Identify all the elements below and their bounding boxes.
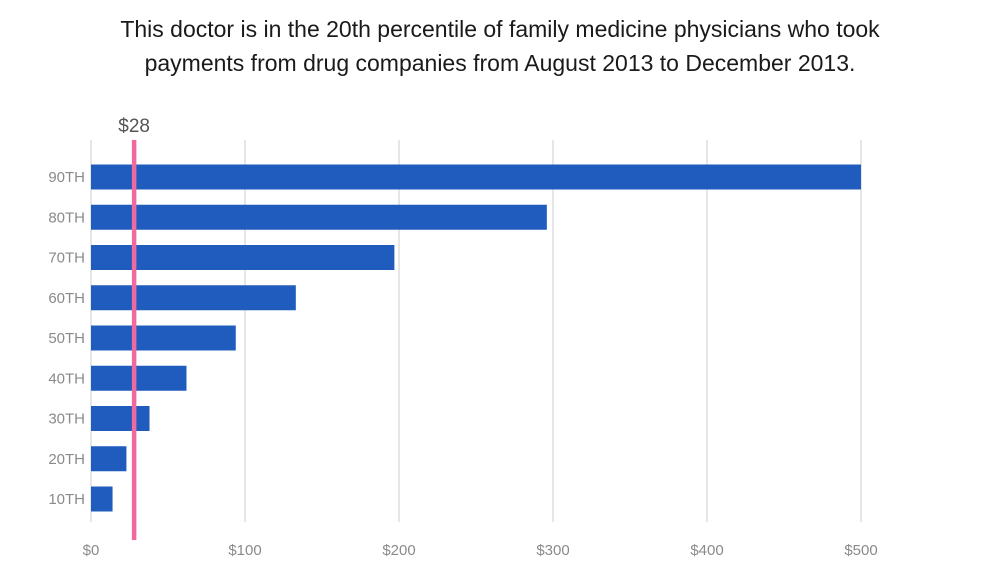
category-label: 10TH [48,491,85,508]
chart-title-line-2: payments from drug companies from August… [144,50,856,76]
marker-label: $28 [118,116,150,137]
marker: $28 [118,116,150,540]
bar [91,365,187,391]
x-axis-tick-labels: $0 $100 $200 $300 $400 $500 [83,542,878,559]
bar [91,406,150,431]
bar [91,164,861,190]
bar [91,325,236,351]
bar [91,486,113,512]
category-label: 50TH [48,330,85,347]
x-tick-label: $200 [382,542,415,559]
bar [91,245,395,270]
category-label: 30TH [48,411,85,428]
category-label: 20TH [48,451,85,468]
category-labels: 90TH 80TH 70TH 60TH 50TH 40TH 30TH 20TH 10TH [48,169,85,508]
x-tick-label: $100 [228,542,261,559]
chart-title: This doctor is in the 20th percentile of… [0,12,1000,80]
category-label: 90TH [48,169,85,186]
bars [91,164,861,512]
bar [91,446,127,472]
category-label: 70TH [48,250,85,267]
x-tick-label: $0 [83,542,100,559]
chart-title-line-1: This doctor is in the 20th percentile of… [120,16,880,42]
x-tick-label: $400 [690,542,723,559]
x-tick-label: $300 [536,542,569,559]
x-tick-label: $500 [844,542,877,559]
category-label: 40TH [48,370,85,387]
category-label: 60TH [48,290,85,307]
bar [91,204,547,230]
category-label: 80TH [48,209,85,226]
bar [91,285,296,311]
